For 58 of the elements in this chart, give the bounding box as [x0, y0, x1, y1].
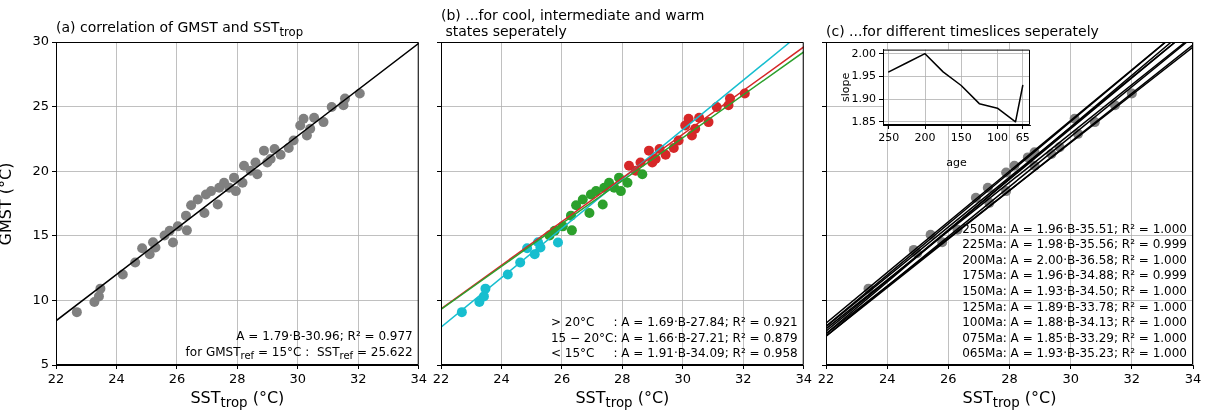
- y-tick-label: 2.00: [851, 46, 876, 60]
- x-tick-label: 34: [410, 371, 427, 387]
- chart-title: (a) correlation of GMST and SST$_{trop}$: [56, 18, 304, 39]
- annotation: 175Ma: A = 1.96·B-34.88; R² = 0.999: [962, 268, 1187, 283]
- x-axis-title: SST$_{trop}$ (°C): [189, 388, 286, 411]
- chart-title: (b) ...for cool, intermediate and warm states seperately: [441, 6, 705, 39]
- x-tick-label: 28: [1001, 371, 1018, 387]
- x-tick-label: 150: [950, 131, 972, 145]
- x-tick-label: 250: [878, 131, 900, 145]
- annotation: 100Ma: A = 1.88·B-34.13; R² = 1.000: [962, 315, 1187, 330]
- x-tick-label: 34: [1184, 371, 1202, 387]
- annotation: 200Ma: A = 2.00·B-36.58; R² = 1.000: [962, 252, 1187, 267]
- y-tick-label: 1.85: [851, 114, 876, 128]
- x-tick-label: 24: [878, 371, 896, 387]
- x-tick-label: 22: [432, 371, 450, 387]
- x-tick-label: 30: [1062, 371, 1079, 387]
- y-tick-label: 5: [40, 356, 49, 372]
- x-tick-label: 65: [1015, 131, 1030, 145]
- x-tick-label: 26: [168, 371, 186, 387]
- x-tick-label: 24: [493, 371, 510, 387]
- x-tick-label: 28: [229, 371, 246, 387]
- annotation: A = 1.79·B-30.96; R² = 0.977: [236, 329, 413, 344]
- y-tick-label: 1.90: [851, 91, 876, 105]
- x-tick-label: 24: [108, 371, 125, 387]
- x-axis-title: age: [946, 156, 967, 170]
- x-axis-title: SST$_{trop}$ (°C): [961, 388, 1058, 411]
- x-axis-title: SST$_{trop}$ (°C): [574, 388, 671, 411]
- x-tick-label: 34: [795, 371, 812, 387]
- x-tick-label: 32: [1123, 371, 1141, 387]
- y-tick-label: 15: [32, 227, 49, 243]
- y-axis-title: slope: [839, 72, 853, 102]
- x-tick-label: 22: [817, 371, 835, 387]
- annotation: 250Ma: A = 1.96·B-35.51; R² = 1.000: [962, 221, 1187, 236]
- chart-title: (c) ...for different timeslices seperately: [826, 22, 1099, 39]
- annotation: 075Ma: A = 1.85·B-33.29; R² = 1.000: [962, 330, 1187, 345]
- y-tick-label: 10: [32, 291, 49, 307]
- x-tick-label: 28: [614, 371, 631, 387]
- x-tick-label: 32: [350, 371, 367, 387]
- annotation: < 15°C : A = 1.91·B-34.09; R² = 0.958: [550, 346, 798, 361]
- annotation: 125Ma: A = 1.89·B-33.78; R² = 1.000: [962, 299, 1187, 314]
- x-tick-label: 200: [914, 131, 936, 145]
- annotation: > 20°C : A = 1.69·B-27.84; R² = 0.921: [550, 315, 798, 330]
- y-tick-label: 30: [32, 33, 49, 49]
- annotation: 065Ma: A = 1.93·B-35.23; R² = 1.000: [962, 346, 1187, 361]
- x-tick-label: 26: [940, 371, 957, 387]
- x-tick-label: 26: [553, 371, 571, 387]
- y-tick-label: 25: [32, 97, 49, 113]
- x-tick-label: 22: [47, 371, 65, 387]
- x-tick-label: 32: [735, 371, 752, 387]
- annotation: 150Ma: A = 1.93·B-34.50; R² = 1.000: [962, 284, 1187, 299]
- x-tick-label: 100: [986, 131, 1008, 145]
- y-tick-label: 20: [32, 162, 49, 178]
- x-tick-label: 30: [674, 371, 692, 387]
- y-tick-label: 1.95: [851, 69, 876, 83]
- annotation: for GMST$_{ref}$ = 15°C : SST$_{ref}$ = 25.622: [185, 344, 413, 361]
- annotation: 225Ma: A = 1.98·B-35.56; R² = 0.999: [962, 237, 1187, 252]
- annotation: 15 − 20°C: A = 1.66·B-27.21; R² = 0.879: [550, 330, 798, 345]
- x-tick-label: 30: [289, 371, 307, 387]
